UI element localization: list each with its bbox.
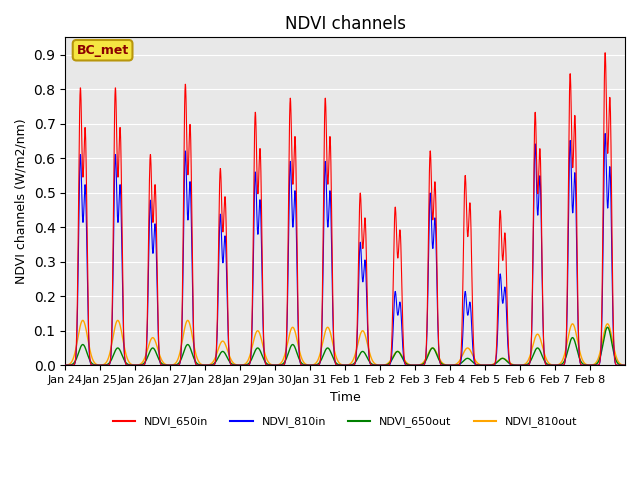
Title: NDVI channels: NDVI channels xyxy=(285,15,406,33)
Y-axis label: NDVI channels (W/m2/nm): NDVI channels (W/m2/nm) xyxy=(15,119,28,284)
X-axis label: Time: Time xyxy=(330,391,360,404)
Text: BC_met: BC_met xyxy=(76,44,129,57)
Legend: NDVI_650in, NDVI_810in, NDVI_650out, NDVI_810out: NDVI_650in, NDVI_810in, NDVI_650out, NDV… xyxy=(108,412,582,432)
